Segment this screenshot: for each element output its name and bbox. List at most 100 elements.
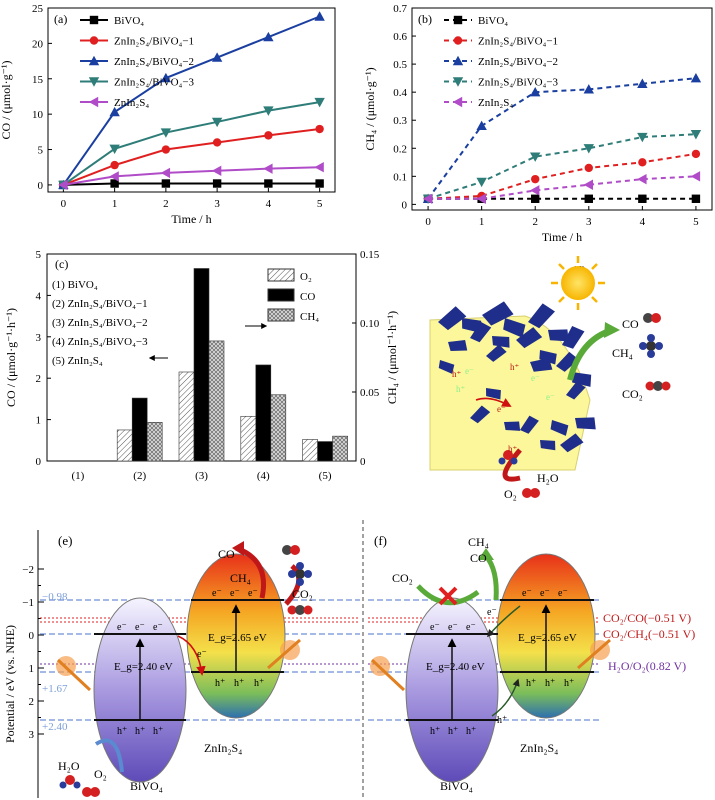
e-o2-label: O₂ (94, 767, 107, 781)
redox-h2o-o2: H₂O/O₂(0.82 V) (608, 659, 686, 673)
x-mark-icon (438, 586, 458, 606)
series-line (428, 175, 696, 200)
d-h-label-3: h⁺ (508, 444, 518, 454)
flake (438, 360, 455, 374)
f-e-transfer: e⁻ (487, 607, 497, 618)
data-point (211, 117, 223, 128)
data-point (690, 130, 702, 140)
legend-label: ZnIn₂S₄/BiVO₄−3 (478, 77, 559, 89)
sample-list-item: (2) ZnIn₂S₄/BiVO₄−1 (52, 298, 148, 310)
data-point (315, 124, 324, 134)
panel-b-line-chart: 0 1 2 3 4 5 0 0.1 0.2 0.3 0.4 0.5 0.6 0.7 Time / h CH₄ … (363, 3, 713, 244)
y-tick-label-right: 0.15 (360, 249, 380, 261)
series-line (63, 166, 320, 186)
legend-swatch (267, 268, 295, 282)
bar (240, 415, 257, 462)
data-point (637, 132, 648, 143)
y-tick-label-left: 5 (36, 249, 42, 261)
legend-label: ZnIn₂S₄ (478, 97, 513, 109)
plot-frame (47, 7, 336, 193)
panel-d-schematic: (d) CO CH₄ CO₂ (429, 256, 671, 501)
flake (503, 318, 526, 338)
panel-e-label: (e) (58, 533, 72, 548)
d-h2o-label: H₂O (537, 471, 559, 485)
data-point (161, 179, 171, 188)
legend-label: O₂ (300, 271, 312, 283)
e-co-icon (282, 545, 292, 555)
legend-label: CO (300, 291, 315, 303)
y-tick-label: 20 (32, 38, 44, 50)
f-zis-name: ZnIn₂S₄ (520, 741, 558, 755)
flake (438, 306, 467, 331)
sample-list-item: (4) ZnIn₂S₄/BiVO₄−3 (52, 336, 148, 348)
e-e6: e⁻ (153, 622, 163, 633)
panel-label: (a) (54, 12, 67, 26)
d-ch4-label: CH₄ (612, 346, 633, 360)
y-axis-label: CO / (μmol·g⁻¹) (0, 60, 13, 139)
h2o-molecule-icon (498, 450, 518, 465)
level-vb-bvo: +2.40 (42, 721, 68, 733)
legend-label: ZnIn₂S₄/BiVO₄−3 (114, 77, 195, 89)
data-point (315, 179, 324, 188)
d-o2-label: O₂ (504, 487, 517, 501)
y-tick-label: 25 (32, 3, 44, 15)
e-levels: −0.98 +1.67 +2.40 (42, 591, 68, 733)
data-point (583, 144, 594, 154)
f-h1: h⁺ (526, 678, 536, 689)
data-point (263, 31, 274, 42)
legend-label: BiVO₄ (114, 15, 144, 27)
y-tick-label: 0.3 (393, 115, 407, 127)
data-point (263, 106, 274, 116)
d-co2-label: CO₂ (622, 387, 643, 401)
bar (332, 435, 348, 462)
f-co2-label: CO₂ (392, 571, 413, 585)
f-h-transfer: h⁺ (497, 715, 507, 726)
e-light-icon-2 (267, 638, 301, 670)
y-tick-label: 0.4 (393, 87, 407, 99)
data-point (691, 194, 701, 203)
y-tick-label-left: 0 (36, 456, 42, 468)
y-axis-label-right: CH₄ / (μmol⁻¹·h⁻¹) (385, 311, 399, 404)
f-light-icon-1 (370, 656, 406, 692)
o2-molecule-icon (522, 488, 540, 498)
e-light-icon-1 (56, 656, 92, 692)
potential-tick-label: 3 (29, 729, 35, 741)
data-point (476, 177, 487, 188)
flake (486, 388, 501, 400)
f-e2: e⁻ (540, 588, 550, 599)
bar (302, 439, 318, 462)
y-axis-label-left: CO / (μmol·g⁻¹·h⁻¹) (4, 308, 18, 407)
x-tick-label: 2 (163, 198, 169, 210)
y-tick-label-left: 4 (36, 290, 42, 302)
bar (116, 429, 133, 462)
y-axis-label: CH₄ / (μmol·g⁻¹) (363, 67, 377, 150)
flake (540, 440, 556, 451)
y-tick-label: 0.5 (393, 59, 407, 71)
data-point (531, 174, 540, 184)
bar (146, 422, 163, 462)
y-tick-label-left: 1 (36, 415, 42, 427)
data-point (637, 78, 648, 88)
y-tick-label: 0.6 (393, 31, 407, 43)
e-e4: e⁻ (117, 622, 127, 633)
flake (516, 327, 543, 349)
flake (520, 415, 539, 434)
sample-list-item: (5) ZnIn₂S₄ (52, 355, 103, 367)
category-label: (5) (319, 470, 332, 482)
flake (470, 321, 492, 343)
bar (208, 340, 225, 462)
potential-tick-label: 1 (29, 663, 35, 675)
data-point (212, 138, 222, 147)
flake (548, 329, 569, 342)
e-co2-label: CO₂ (292, 587, 313, 601)
f-e6: e⁻ (466, 622, 476, 633)
data-point (109, 144, 120, 155)
data-point (110, 160, 119, 170)
data-point (637, 173, 647, 185)
level-vb-zis: +1.67 (42, 683, 68, 695)
legend-label: CH₄ (300, 311, 319, 323)
flake (556, 351, 579, 372)
potential-tick-label: −1 (22, 597, 34, 609)
redox-co2-co: CO₂/CO(−0.51 V) (603, 611, 691, 625)
x-tick-label: 1 (112, 198, 118, 210)
